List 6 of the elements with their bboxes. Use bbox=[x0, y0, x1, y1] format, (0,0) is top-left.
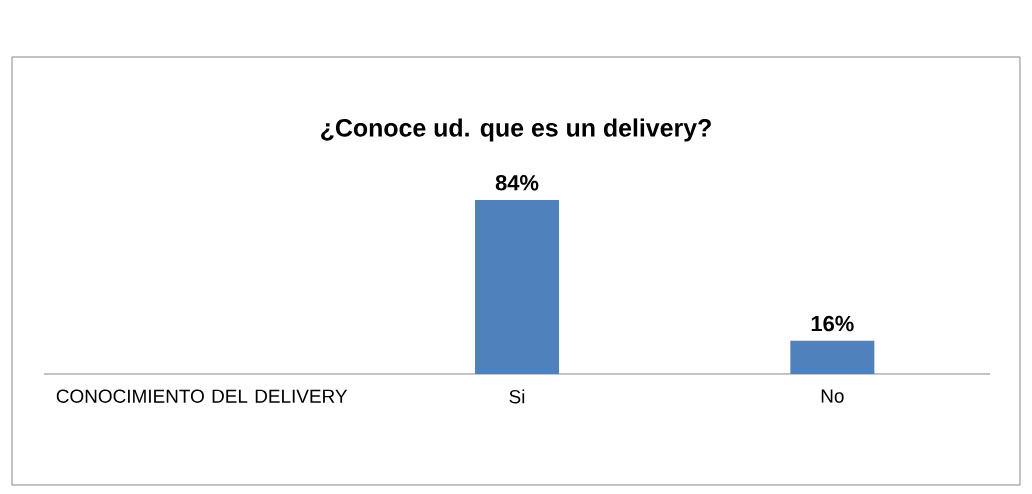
data-label: 16% bbox=[811, 315, 854, 332]
chart-title: ¿Conoce ud. que es un delivery? bbox=[321, 118, 711, 142]
x-tick-label: CONOCIMIENTO DEL DELIVERY bbox=[56, 389, 348, 403]
x-tick-label: Si bbox=[509, 389, 525, 404]
x-tick-label: No bbox=[821, 389, 844, 403]
data-label: 84% bbox=[495, 174, 539, 191]
